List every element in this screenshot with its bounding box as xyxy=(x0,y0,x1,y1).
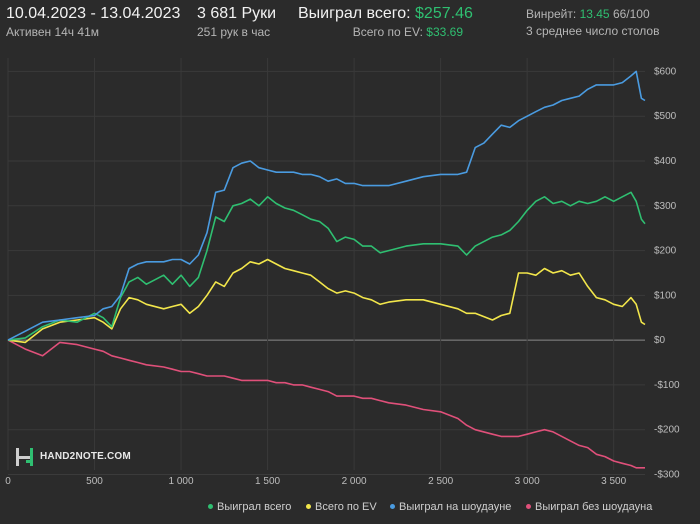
legend-item-ev[interactable]: Всего по EV xyxy=(306,501,377,513)
y-axis: -$300 -$200 -$100 $0 $100 $200 $300 $400 $500 $60… xyxy=(654,66,680,480)
series-line-1 xyxy=(7,258,646,344)
hand2note-logo-text: HAND2NOTE.COM xyxy=(40,451,131,462)
header: 10.04.2023 - 13.04.2023 Активен 14ч 41м … xyxy=(0,0,700,46)
y-tick-label: $600 xyxy=(654,66,677,77)
legend-item-non-showdown[interactable]: Выиграл без шоудауна xyxy=(526,501,652,513)
chart-series xyxy=(7,70,646,469)
x-tick-label: 1 500 xyxy=(255,476,280,487)
x-tick-label: 1 000 xyxy=(169,476,194,487)
legend-label: Всего по EV xyxy=(315,501,377,513)
legend-dot xyxy=(306,503,311,509)
winrate-value: 13.45 xyxy=(579,7,610,21)
series-line-0 xyxy=(7,191,646,341)
x-tick-label: 2 500 xyxy=(428,476,453,487)
y-tick-label: $500 xyxy=(654,111,677,122)
y-tick-label: $0 xyxy=(654,335,666,346)
legend-dot xyxy=(208,503,213,509)
y-tick-label: -$100 xyxy=(654,380,680,391)
legend-label: Выиграл без шоудауна xyxy=(535,501,653,513)
y-tick-label: -$200 xyxy=(654,425,680,436)
avg-tables: 3 среднее число столов xyxy=(526,24,660,38)
hands-per-hour: 251 рук в час xyxy=(197,25,271,39)
legend-item-showdown[interactable]: Выиграл на шоудауне xyxy=(390,501,511,513)
y-tick-label: $200 xyxy=(654,246,677,257)
winrate-label: Винрейт: xyxy=(526,7,577,21)
date-range[interactable]: 10.04.2023 - 13.04.2023 xyxy=(6,5,181,22)
legend-label: Выиграл на шоудауне xyxy=(399,501,512,513)
y-tick-label: $100 xyxy=(654,290,677,301)
won-total-label: Выиграл всего: xyxy=(298,5,411,22)
chart-grid xyxy=(7,58,645,475)
legend-item-won-total[interactable]: Выиграл всего xyxy=(208,501,291,513)
x-tick-label: 2 000 xyxy=(342,476,367,487)
winrate: Винрейт: 13.45 66/100 xyxy=(526,7,650,21)
y-tick-label: -$300 xyxy=(654,469,680,480)
series-line-3 xyxy=(7,339,645,469)
x-axis: 0 500 1 000 1 500 2 000 2 500 3 000 3 500 xyxy=(5,476,626,487)
active-time: Активен 14ч 41м xyxy=(6,25,99,39)
x-tick-label: 500 xyxy=(86,476,103,487)
y-tick-label: $400 xyxy=(654,156,677,167)
chart-legend: Выиграл всего Всего по EV Выиграл на шоу… xyxy=(0,501,700,517)
legend-dot xyxy=(526,503,531,509)
hands-count: 3 681 Руки xyxy=(197,5,277,22)
x-tick-label: 3 000 xyxy=(515,476,540,487)
won-total-value: $257.46 xyxy=(415,5,473,22)
won-total: Выиграл всего: $257.46 xyxy=(298,5,473,23)
hand2note-logo: HAND2NOTE.COM xyxy=(14,446,174,468)
x-tick-label: 0 xyxy=(5,476,11,487)
winrate-extra: 66/100 xyxy=(612,7,650,21)
series-line-2 xyxy=(7,70,646,341)
y-tick-label: $300 xyxy=(654,201,677,212)
x-tick-label: 3 500 xyxy=(601,476,626,487)
hand2note-logo-icon xyxy=(16,448,33,466)
ev-label: Всего по EV: xyxy=(352,25,423,39)
ev-total: Всего по EV: $33.69 xyxy=(353,25,463,39)
legend-label: Выиграл всего xyxy=(217,501,292,513)
legend-dot xyxy=(390,503,395,509)
ev-value: $33.69 xyxy=(426,25,463,39)
